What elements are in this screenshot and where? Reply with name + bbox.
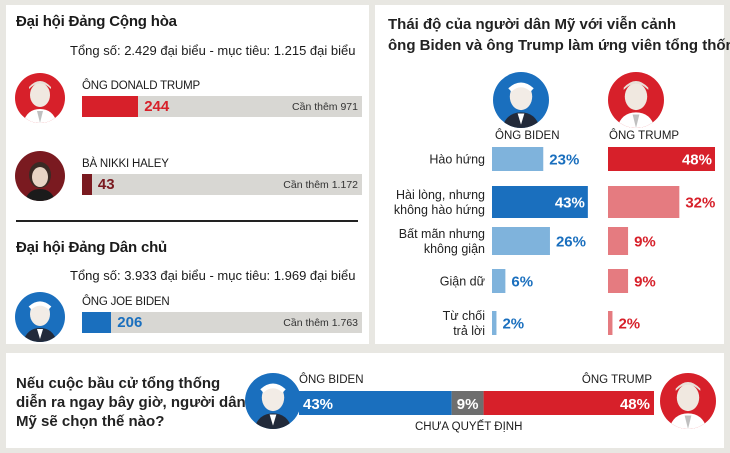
primary-delegates-panel: Đại hội Đảng Cộng hòa Tổng số: 2.429 đại… (6, 5, 369, 344)
attitude-panel: Thái độ của người dân Mỹ với viễn cảnh ô… (375, 5, 730, 344)
haley-track (82, 174, 362, 195)
trump-attitude-value: 9% (634, 234, 656, 251)
biden-need: Cần thêm 1.763 (283, 317, 358, 329)
attitude-chart: Hào hứng 23% 48% Hài lòng, nhưng không hào h… (394, 147, 715, 338)
attitude-category-label: Hào hứng (429, 153, 485, 167)
vote-question-line2: diễn ra ngay bây giờ, người dân (16, 394, 246, 411)
attitude-category-label: Hài lòng, nhưng không hào hứng (394, 188, 485, 217)
haley-name: BÀ NIKKI HALEY (82, 158, 169, 170)
trump-delegate-value: 244 (144, 98, 170, 115)
biden-attitude-bar (492, 227, 550, 255)
trump-attitude-value: 48% (682, 152, 712, 169)
trump-attitude-bar (608, 269, 629, 293)
undecided-label: CHƯA QUYẾT ĐỊNH (415, 421, 523, 433)
attitude-category-label: Bất mãn nhưng không giận (399, 227, 485, 256)
biden-vote-label: ÔNG BIDEN (299, 374, 364, 386)
biden-name: ÔNG JOE BIDEN (82, 296, 170, 308)
biden-column-portrait-icon (493, 72, 549, 128)
biden-attitude-value: 23% (549, 152, 579, 169)
trump-vote-value: 48% (620, 396, 650, 413)
trump-attitude-bar (608, 311, 613, 335)
biden-track (82, 312, 362, 333)
democratic-total: Tổng số: 3.933 đại biểu - mục tiêu: 1.96… (70, 268, 356, 283)
trump-name: ÔNG DONALD TRUMP (82, 80, 200, 92)
trump-attitude-bar (608, 227, 629, 255)
trump-attitude-value: 2% (618, 316, 640, 333)
trump-vote-portrait-icon (660, 373, 716, 429)
trump-track (82, 96, 362, 117)
trump-delegate-bar (82, 96, 139, 117)
biden-delegate-value: 206 (117, 314, 143, 331)
attitude-title-line2: ông Biden và ông Trump làm ứng viên tổng… (388, 37, 730, 54)
vote-question-line3: Mỹ sẽ chọn thế nào? (16, 413, 165, 430)
trump-vote-bar (483, 391, 654, 415)
haley-portrait-icon (15, 151, 65, 201)
biden-attitude-bar (492, 186, 588, 218)
trump-column-label: ÔNG TRUMP (609, 130, 680, 142)
party-divider (16, 220, 358, 222)
trump-need: Cần thêm 971 (292, 101, 358, 113)
biden-attitude-bar (492, 311, 497, 335)
trump-attitude-value: 32% (685, 195, 715, 212)
attitude-category-label: Từ chối trả lời (443, 309, 485, 338)
biden-delegate-bar (82, 312, 112, 333)
vote-stacked-bar: 43% 9% 48% (299, 391, 654, 415)
attitude-title-line1: Thái độ của người dân Mỹ với viễn cảnh (388, 16, 677, 33)
democratic-title: Đại hội Đảng Dân chủ (16, 239, 168, 256)
trump-vote-label: ÔNG TRUMP (581, 374, 652, 386)
trump-attitude-value: 9% (634, 274, 656, 291)
trump-attitude-bar (608, 147, 715, 171)
biden-attitude-value: 43% (555, 195, 585, 212)
vote-question-line1: Nếu cuộc bầu cử tổng thống (16, 375, 221, 392)
biden-attitude-value: 2% (502, 316, 524, 333)
biden-attitude-bar (492, 147, 544, 171)
haley-delegate-bar (82, 174, 92, 195)
republican-total: Tổng số: 2.429 đại biểu - mục tiêu: 1.21… (70, 43, 356, 58)
biden-portrait-icon (15, 292, 65, 342)
biden-attitude-value: 6% (511, 274, 533, 291)
trump-column-portrait-icon (608, 72, 664, 128)
vote-intent-panel: Nếu cuộc bầu cử tổng thống diễn ra ngay … (6, 353, 724, 448)
biden-attitude-bar (492, 269, 506, 293)
undecided-vote-bar (451, 391, 484, 415)
undecided-vote-value: 9% (457, 396, 479, 413)
biden-vote-portrait-icon (245, 373, 301, 429)
biden-vote-value: 43% (303, 396, 333, 413)
trump-portrait-icon (15, 73, 65, 123)
republican-title: Đại hội Đảng Cộng hòa (16, 13, 177, 30)
trump-attitude-bar (608, 186, 680, 218)
biden-column-label: ÔNG BIDEN (495, 130, 560, 142)
biden-vote-bar (299, 391, 452, 415)
haley-delegate-value: 43 (97, 176, 115, 193)
attitude-category-label: Giận dữ (440, 275, 485, 289)
biden-attitude-value: 26% (556, 234, 586, 251)
haley-need: Cần thêm 1.172 (283, 179, 358, 191)
